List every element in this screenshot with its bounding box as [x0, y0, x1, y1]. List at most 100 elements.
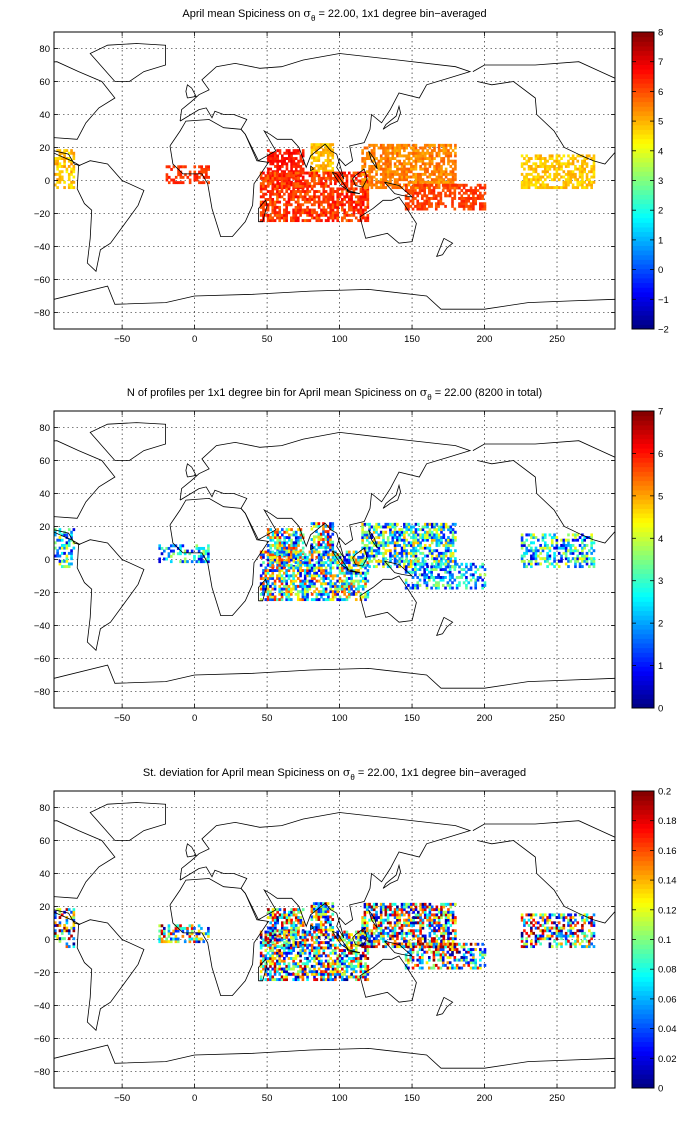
- data-cell: [426, 167, 429, 171]
- data-cell: [448, 568, 452, 572]
- data-cell: [372, 146, 376, 150]
- data-cell: [444, 183, 447, 187]
- data-cell: [269, 216, 272, 220]
- data-cell: [530, 536, 533, 540]
- data-cell: [479, 565, 482, 569]
- data-cell: [278, 190, 282, 194]
- data-cell: [264, 930, 268, 934]
- data-cell: [310, 925, 314, 929]
- data-cell: [283, 967, 286, 971]
- data-cell: [287, 916, 291, 920]
- data-cell: [341, 975, 344, 979]
- data-cell: [324, 548, 328, 552]
- data-cell: [440, 554, 443, 558]
- data-cell: [292, 938, 295, 942]
- data-cell: [269, 543, 273, 547]
- data-cell: [54, 923, 57, 927]
- data-cell: [414, 167, 418, 171]
- data-cell: [271, 533, 275, 537]
- data-cell: [266, 941, 270, 945]
- data-cell: [271, 569, 275, 573]
- data-cell: [483, 202, 487, 206]
- data-cell: [310, 208, 314, 212]
- data-cell: [312, 143, 316, 147]
- data-cell: [326, 907, 330, 911]
- colorbar-step: [632, 194, 654, 200]
- data-cell: [440, 178, 443, 182]
- data-cell: [442, 149, 446, 153]
- data-cells: [54, 902, 596, 982]
- data-cell: [347, 571, 351, 575]
- data-cell: [370, 180, 374, 184]
- data-cell: [592, 162, 596, 166]
- data-cell: [188, 937, 192, 941]
- data-cell: [451, 576, 454, 579]
- data-cell: [368, 172, 371, 176]
- data-cell: [172, 932, 175, 936]
- data-cell: [276, 197, 279, 201]
- data-cell: [382, 151, 385, 155]
- data-cell: [404, 565, 408, 569]
- data-cell: [56, 164, 59, 168]
- data-cell: [474, 191, 478, 195]
- data-cell: [287, 151, 291, 155]
- data-cell: [329, 943, 333, 947]
- data-cell: [266, 171, 270, 175]
- data-cell: [382, 170, 385, 174]
- data-cell: [354, 592, 358, 596]
- data-cell: [341, 216, 344, 220]
- data-cell: [352, 569, 356, 573]
- data-cell: [377, 536, 381, 540]
- data-cell: [65, 149, 69, 153]
- data-cell: [382, 167, 385, 171]
- data-cell: [423, 143, 427, 147]
- data-cell: [350, 176, 353, 180]
- data-cell: [58, 149, 62, 153]
- data-cell: [60, 178, 64, 182]
- data-cell: [320, 200, 323, 204]
- data-cell: [462, 197, 466, 200]
- data-cell: [407, 191, 410, 195]
- data-cell: [416, 543, 420, 547]
- data-cell: [543, 183, 547, 187]
- data-cell: [421, 162, 425, 166]
- data-cell: [469, 191, 473, 195]
- x-tick-label: 150: [404, 713, 420, 724]
- data-cell: [476, 189, 480, 193]
- data-cell: [329, 587, 333, 591]
- data-cell: [322, 527, 325, 531]
- data-cell: [315, 190, 319, 194]
- data-cell: [283, 959, 286, 963]
- data-cell: [271, 171, 275, 175]
- data-cell: [322, 902, 325, 906]
- y-tick-label: −20: [34, 588, 50, 599]
- data-cell: [266, 972, 270, 976]
- data-cell: [400, 530, 404, 534]
- data-cell: [56, 549, 59, 553]
- data-cell: [451, 180, 455, 184]
- data-cell: [317, 145, 321, 149]
- data-cell: [423, 576, 426, 579]
- data-cell: [280, 195, 284, 199]
- data-cell: [366, 216, 370, 220]
- data-cell: [292, 978, 295, 982]
- data-cell: [365, 546, 369, 550]
- data-cell: [312, 166, 316, 170]
- data-cell: [453, 568, 457, 572]
- data-cell: [303, 561, 307, 565]
- chart-title-sigma: σ: [303, 7, 311, 20]
- data-cell: [262, 587, 265, 591]
- data-cell: [331, 176, 335, 180]
- data-cell: [396, 180, 399, 184]
- data-cell: [479, 207, 482, 211]
- data-cell: [437, 551, 441, 555]
- data-cell: [179, 926, 182, 930]
- data-cell: [393, 178, 397, 182]
- data-cell: [65, 942, 69, 946]
- data-cell: [423, 578, 426, 582]
- colorbar-step: [632, 536, 654, 542]
- data-cell: [585, 536, 589, 540]
- data-cell: [313, 959, 316, 963]
- data-cell: [63, 559, 66, 563]
- data-cell: [437, 533, 441, 537]
